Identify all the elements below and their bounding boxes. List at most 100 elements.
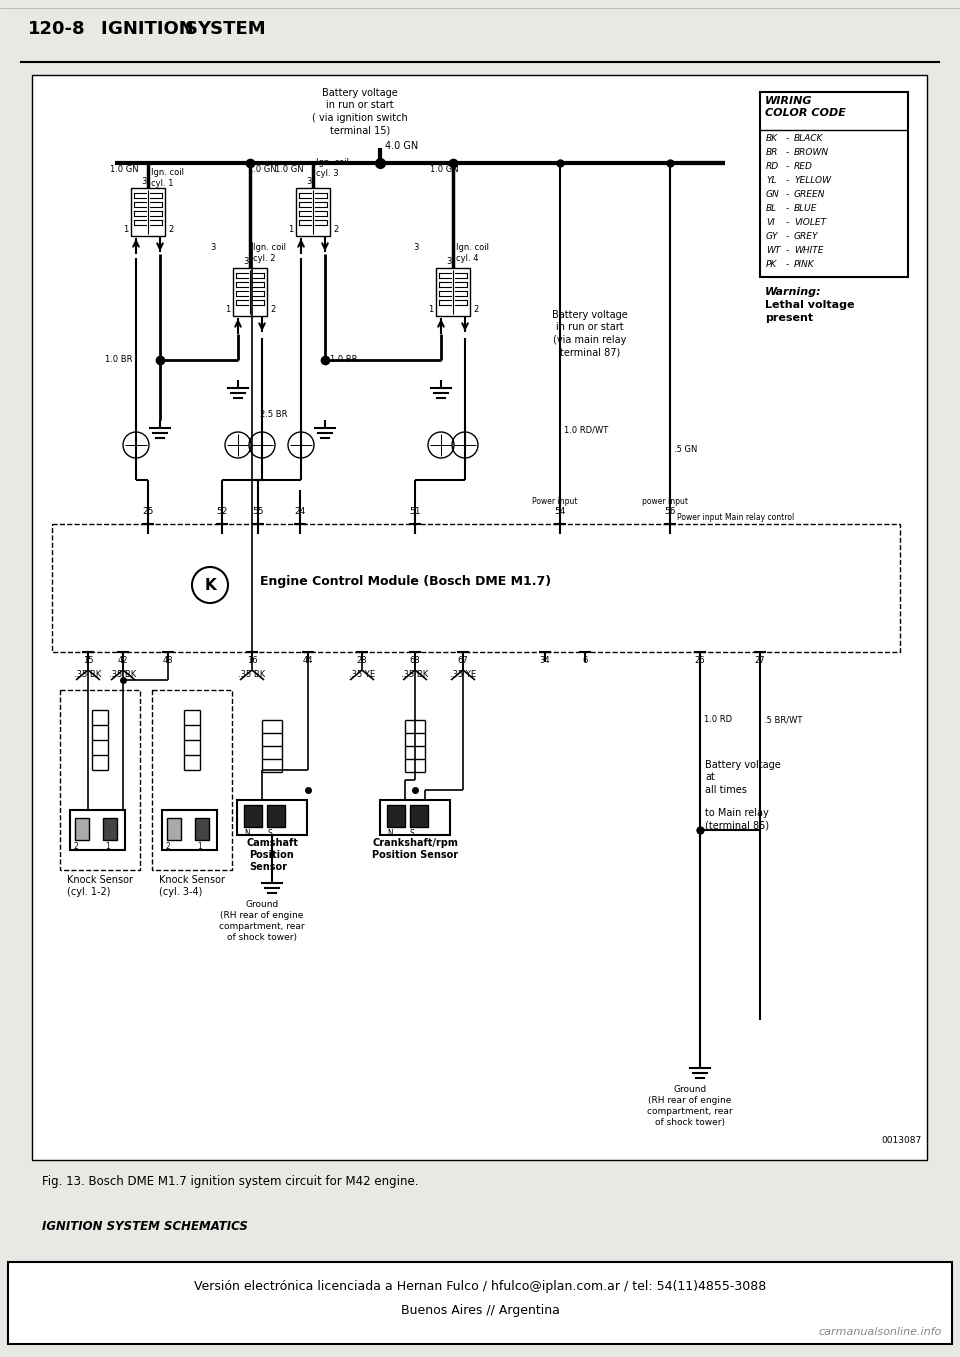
Text: 34: 34 [540, 655, 550, 665]
Text: 3: 3 [413, 243, 419, 252]
Text: 0013087: 0013087 [881, 1136, 922, 1145]
Text: I: I [100, 20, 107, 38]
Text: Ign. coil
cyl. 4: Ign. coil cyl. 4 [456, 243, 489, 263]
Text: S: S [185, 20, 198, 38]
Text: Engine Control Module (Bosch DME M1.7): Engine Control Module (Bosch DME M1.7) [260, 575, 551, 589]
Bar [152, 689, 232, 870]
Text: GREEN: GREEN [794, 190, 826, 199]
Bar [52, 524, 900, 651]
Text: 16: 16 [247, 655, 257, 665]
Text: K: K [204, 578, 216, 593]
Text: to Main relay
(terminal 85): to Main relay (terminal 85) [705, 807, 769, 830]
Bar [131, 189, 165, 236]
Text: S: S [410, 829, 415, 839]
Text: N: N [387, 829, 393, 839]
Text: Battery voltage
in run or start
(via main relay
terminal 87): Battery voltage in run or start (via mai… [552, 309, 628, 357]
Bar [267, 805, 285, 826]
Text: .35 BK: .35 BK [74, 670, 102, 678]
Text: 42: 42 [118, 655, 129, 665]
Text: 25: 25 [142, 508, 154, 516]
Text: VI: VI [766, 218, 775, 227]
Text: 55: 55 [252, 508, 264, 516]
Text: 2.5 BR: 2.5 BR [260, 410, 287, 419]
Text: 1: 1 [197, 841, 202, 851]
Text: 3: 3 [141, 176, 147, 186]
Text: Ign. coil
cyl. 1: Ign. coil cyl. 1 [151, 168, 184, 189]
Text: .35 BK: .35 BK [109, 670, 136, 678]
Text: 1: 1 [288, 225, 293, 235]
Text: BROWN: BROWN [794, 148, 829, 157]
Text: 2: 2 [333, 225, 338, 235]
Text: 1: 1 [123, 225, 128, 235]
Text: BLUE: BLUE [794, 204, 818, 213]
Bar [296, 189, 330, 236]
Text: YELLOW: YELLOW [794, 176, 831, 185]
Text: 1.0 GN: 1.0 GN [110, 166, 138, 174]
Text: -: - [786, 261, 789, 269]
Text: -: - [786, 218, 789, 227]
Text: 1.0 GN: 1.0 GN [430, 166, 459, 174]
Text: BLACK: BLACK [794, 134, 824, 142]
Bar [60, 689, 140, 870]
Text: 1: 1 [225, 305, 230, 315]
Text: Power input: Power input [677, 513, 723, 522]
Text: Battery voltage
in run or start
( via ignition switch
terminal 15): Battery voltage in run or start ( via ig… [312, 88, 408, 136]
Text: 2: 2 [270, 305, 276, 315]
Text: WHITE: WHITE [794, 246, 824, 255]
Bar [233, 267, 267, 316]
Text: VIOLET: VIOLET [794, 218, 827, 227]
Text: 1.0 GN: 1.0 GN [275, 166, 303, 174]
Text: 1: 1 [105, 841, 109, 851]
Text: 2: 2 [73, 841, 78, 851]
Text: 3: 3 [243, 256, 249, 266]
Text: -: - [786, 148, 789, 157]
Text: Power input: Power input [532, 497, 578, 506]
Text: 43: 43 [162, 655, 174, 665]
Bar [167, 818, 181, 840]
Text: 24: 24 [295, 508, 305, 516]
Bar [244, 805, 262, 826]
Text: Fig. 13. Bosch DME M1.7 ignition system circuit for M42 engine.: Fig. 13. Bosch DME M1.7 ignition system … [42, 1175, 419, 1187]
Bar [32, 75, 927, 1160]
Text: Knock Sensor
(cyl. 3-4): Knock Sensor (cyl. 3-4) [159, 875, 225, 897]
Text: Ground
(RH rear of engine
compartment, rear
of shock tower): Ground (RH rear of engine compartment, r… [219, 900, 305, 942]
Text: WIRING
COLOR CODE: WIRING COLOR CODE [765, 96, 846, 118]
Text: WT: WT [766, 246, 780, 255]
Text: GREY: GREY [794, 232, 819, 242]
Bar [760, 92, 908, 277]
Text: power input: power input [642, 497, 688, 506]
Text: Crankshaft/rpm: Crankshaft/rpm [372, 839, 458, 848]
Text: RD: RD [766, 161, 780, 171]
Text: -: - [786, 134, 789, 142]
Bar [380, 801, 450, 835]
Text: 27: 27 [755, 655, 765, 665]
Text: 28: 28 [357, 655, 368, 665]
Text: Versión electrónica licenciada a Hernan Fulco / hfulco@iplan.com.ar / tel: 54(11: Versión electrónica licenciada a Hernan … [194, 1280, 766, 1293]
Text: S: S [267, 829, 272, 839]
Text: .5 BR/WT: .5 BR/WT [764, 715, 803, 725]
Text: 54: 54 [554, 508, 565, 516]
Text: .35 BK: .35 BK [401, 670, 428, 678]
Bar [103, 818, 117, 840]
Bar [70, 810, 125, 849]
Text: .35 YE: .35 YE [450, 670, 476, 678]
Text: Camshaft: Camshaft [246, 839, 298, 848]
Text: 2: 2 [473, 305, 478, 315]
Text: GNITION: GNITION [108, 20, 200, 38]
Text: Position Sensor: Position Sensor [372, 849, 458, 860]
Text: 1.0 BR: 1.0 BR [105, 356, 132, 365]
Text: Buenos Aires // Argentina: Buenos Aires // Argentina [400, 1304, 560, 1318]
Circle shape [192, 567, 228, 603]
Text: 1.0 RD: 1.0 RD [704, 715, 732, 725]
Text: .35 YE: .35 YE [348, 670, 375, 678]
Bar [387, 805, 405, 826]
Text: 68: 68 [410, 655, 420, 665]
Bar [195, 818, 209, 840]
Text: Main relay control: Main relay control [726, 513, 795, 522]
Text: 120-8: 120-8 [28, 20, 85, 38]
Text: IGNITION SYSTEM SCHEMATICS: IGNITION SYSTEM SCHEMATICS [42, 1220, 248, 1234]
Text: 2: 2 [165, 841, 170, 851]
Text: -: - [786, 176, 789, 185]
Text: PK: PK [766, 261, 778, 269]
Text: carmanualsonline.info: carmanualsonline.info [819, 1327, 942, 1337]
